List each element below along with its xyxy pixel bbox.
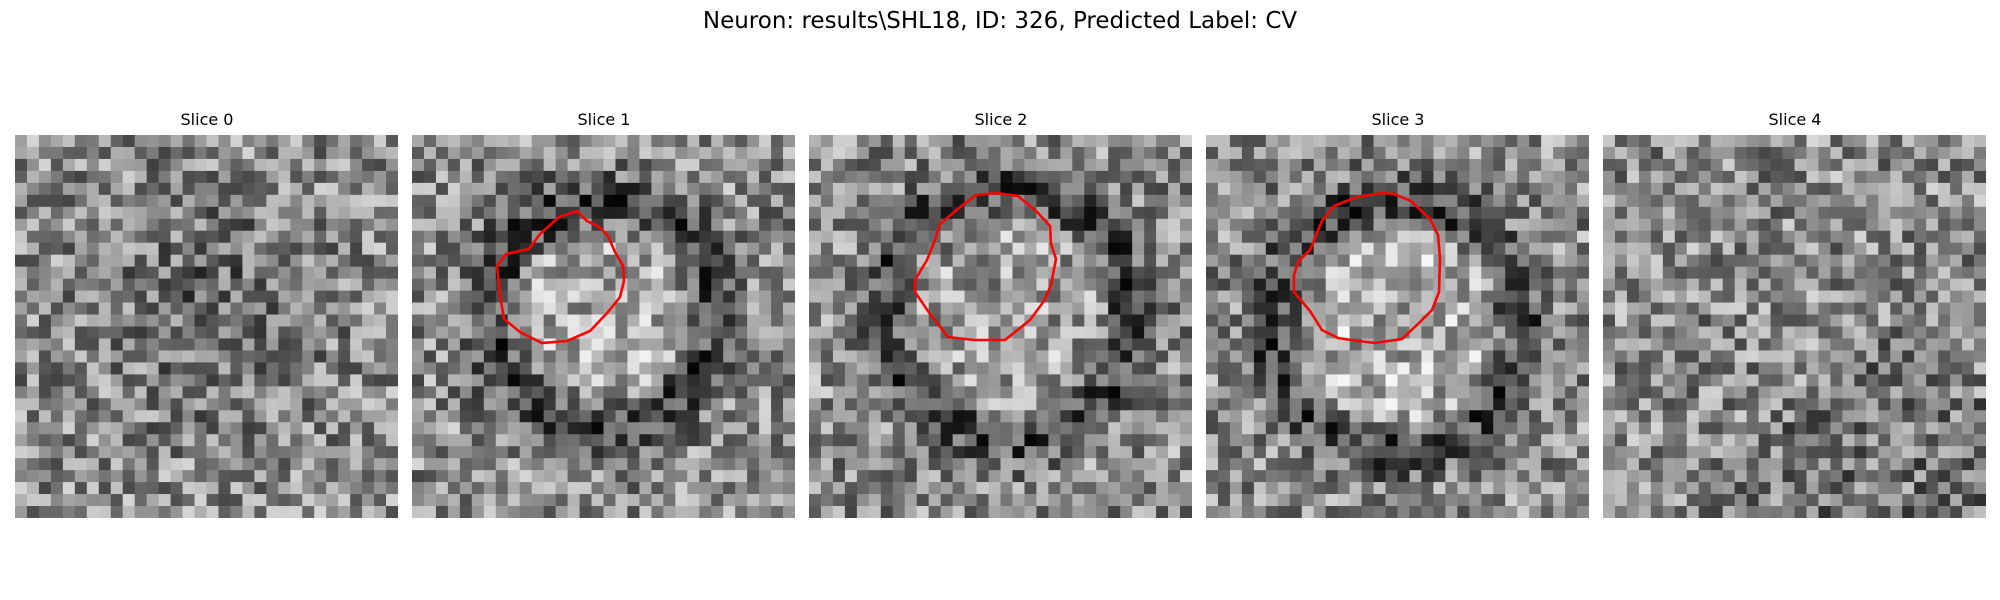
slice-4-title: Slice 4 — [1768, 110, 1822, 129]
slice-2-title: Slice 2 — [974, 110, 1028, 129]
slice-4-panel: Slice 4 — [1603, 109, 1987, 518]
slice-2-image — [809, 135, 1192, 518]
slice-0-image — [15, 135, 398, 518]
slice-4-image — [1603, 135, 1986, 518]
slice-0-panel: Slice 0 — [15, 109, 399, 518]
slice-3-title: Slice 3 — [1371, 110, 1425, 129]
slice-2-panel: Slice 2 — [809, 109, 1193, 518]
slice-3-image — [1206, 135, 1589, 518]
slice-2-contour — [913, 191, 1058, 342]
slice-3-panel: Slice 3 — [1206, 109, 1590, 518]
slice-1-title: Slice 1 — [577, 110, 631, 129]
figure-title: Neuron: results\SHL18, ID: 326, Predicte… — [702, 8, 1298, 34]
slice-0-title: Slice 0 — [180, 110, 234, 129]
slice-1-panel: Slice 1 — [412, 109, 796, 518]
slice-3-contour — [1292, 191, 1442, 345]
slice-1-image — [412, 135, 795, 518]
slice-1-contour — [495, 209, 626, 345]
